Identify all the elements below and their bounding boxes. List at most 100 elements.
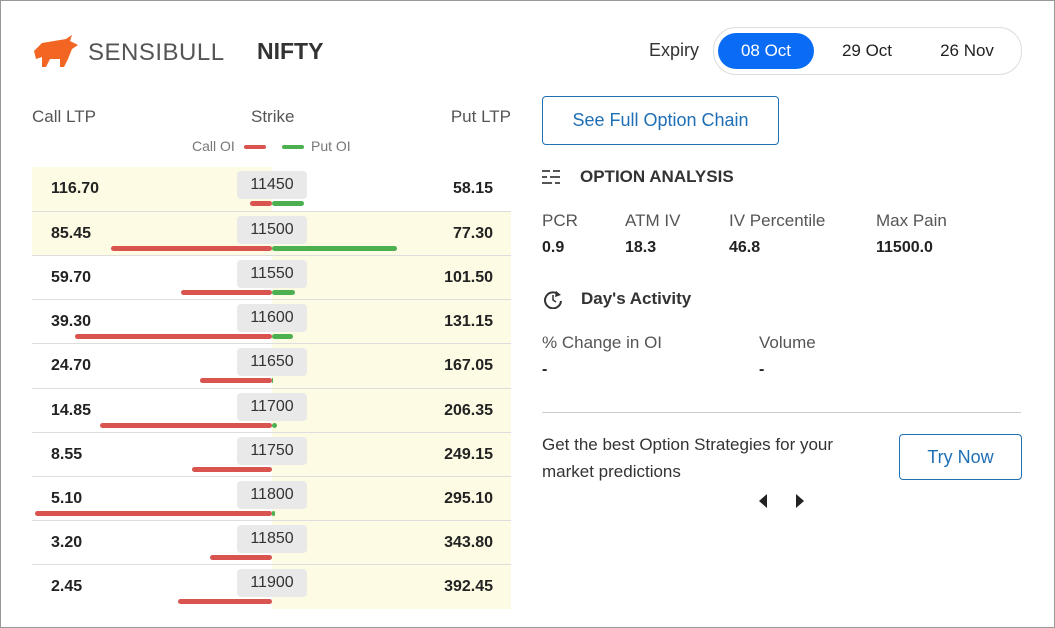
call-oi-bar: [100, 422, 272, 428]
put-oi-bar: [272, 246, 397, 252]
call-ltp: 85.45: [51, 225, 92, 243]
call-ltp: 14.85: [51, 401, 92, 419]
chain-row: 39.30 131.15 11600: [32, 299, 511, 345]
metric-label: PCR: [542, 211, 578, 230]
metric-value: 18.3: [625, 239, 657, 256]
legend-swatch: [244, 145, 266, 149]
strike[interactable]: 11500: [237, 216, 307, 245]
chain-row: 59.70 101.50 11550: [32, 255, 511, 301]
metric-label: ATM IV: [625, 211, 681, 230]
promo-text: Get the best Option Strategies for your …: [542, 435, 834, 481]
put-cell: [272, 520, 511, 565]
call-oi-bar: [181, 290, 272, 296]
call-ltp: 39.30: [51, 313, 92, 331]
strike[interactable]: 11650: [237, 348, 307, 377]
call-oi-bar: [210, 554, 272, 560]
put-cell: [272, 432, 511, 477]
put-cell: [272, 256, 511, 301]
metric-label: Max Pain: [876, 211, 947, 230]
put-ltp: 249.15: [444, 445, 493, 463]
col-header: Put LTP: [450, 107, 511, 126]
strike[interactable]: 11900: [237, 568, 307, 597]
put-oi-bar: [272, 201, 304, 206]
call-ltp: 24.70: [51, 357, 92, 375]
put-oi-bar: [272, 378, 273, 384]
strike[interactable]: 11550: [237, 260, 307, 289]
put-ltp: 295.10: [444, 489, 493, 507]
put-ltp: 131.15: [444, 313, 493, 331]
call-oi-bar: [111, 246, 272, 252]
put-ltp: 167.05: [444, 357, 493, 375]
expiry-selector: [713, 27, 1022, 75]
put-oi-bar: [272, 510, 275, 516]
expiry-option[interactable]: 08 Oct: [718, 33, 814, 69]
put-oi-bar: [272, 290, 295, 296]
call-ltp: 116.70: [51, 180, 100, 197]
expiry-option[interactable]: 26 Nov: [940, 41, 994, 60]
call-ltp: 2.45: [51, 577, 83, 595]
strike[interactable]: 11750: [237, 436, 307, 465]
call-oi-bar: [178, 598, 272, 604]
analysis-icon: [542, 170, 560, 184]
chain-row: 85.45 77.30 11500: [32, 211, 511, 257]
put-cell: [272, 167, 511, 211]
put-cell: [272, 388, 511, 433]
legend-label: Put OI: [311, 138, 351, 154]
metric-label: IV Percentile: [729, 211, 826, 230]
call-ltp: 3.20: [51, 533, 83, 551]
strike[interactable]: 11600: [237, 304, 307, 333]
chain-row: 8.55 249.15 11750: [32, 431, 511, 477]
put-cell: [272, 476, 511, 521]
call-ltp: 5.10: [51, 489, 83, 507]
brand: SENSIBULL: [88, 39, 225, 66]
expiry-label: Expiry: [649, 40, 700, 60]
call-cell: [32, 167, 272, 211]
put-cell: [272, 300, 511, 345]
put-cell: [272, 344, 511, 389]
put-ltp: 58.15: [452, 180, 493, 197]
try-now-button[interactable]: Try Now: [899, 434, 1022, 480]
put-ltp: 77.30: [452, 225, 493, 243]
put-ltp: 206.35: [444, 401, 493, 419]
legend-swatch: [282, 145, 304, 149]
call-oi-bar: [200, 378, 272, 384]
chain-row: 14.85 206.35 11700: [32, 387, 511, 433]
chain-row: 5.10 295.10 11800: [32, 475, 511, 521]
call-oi-bar: [75, 334, 272, 340]
activity-icon: [544, 291, 562, 309]
strike[interactable]: 11800: [237, 480, 307, 509]
col-header: Strike: [251, 107, 295, 126]
call-oi-bar: [250, 201, 272, 206]
symbol[interactable]: NIFTY: [257, 38, 324, 64]
legend-label: Call OI: [192, 138, 235, 154]
strike[interactable]: 11700: [237, 392, 307, 421]
metric-value: 11500.0: [876, 239, 933, 256]
put-cell: [272, 564, 511, 609]
metric-value: 0.9: [542, 239, 565, 256]
metric-value: 46.8: [729, 239, 761, 256]
put-ltp: 392.45: [444, 577, 493, 595]
call-ltp: 59.70: [51, 269, 92, 287]
strike[interactable]: 11850: [237, 524, 307, 553]
call-ltp: 8.55: [51, 445, 83, 463]
chain-row: 24.70 167.05 11650: [32, 343, 511, 389]
see-full-chain-button[interactable]: See Full Option Chain: [542, 96, 779, 145]
carousel-arrows[interactable]: [758, 493, 808, 509]
put-oi-bar: [272, 334, 293, 340]
expiry-option[interactable]: 29 Oct: [841, 41, 893, 60]
chain-row: 3.20 343.80 11850: [32, 519, 511, 565]
call-oi-bar: [192, 466, 272, 472]
metric-value: -: [759, 361, 765, 378]
section-title: Day's Activity: [581, 289, 692, 308]
put-oi-bar: [272, 422, 277, 428]
strike[interactable]: 11450: [237, 171, 307, 199]
section-title: OPTION ANALYSIS: [580, 167, 734, 186]
brand-logo: [34, 35, 78, 67]
chain-row: 2.45 392.45 11900: [32, 563, 511, 609]
metric-label: % Change in OI: [542, 333, 663, 352]
metric-label: Volume: [759, 333, 816, 352]
col-header: Call LTP: [32, 107, 96, 126]
put-ltp: 343.80: [444, 533, 493, 551]
metric-value: -: [542, 361, 548, 378]
